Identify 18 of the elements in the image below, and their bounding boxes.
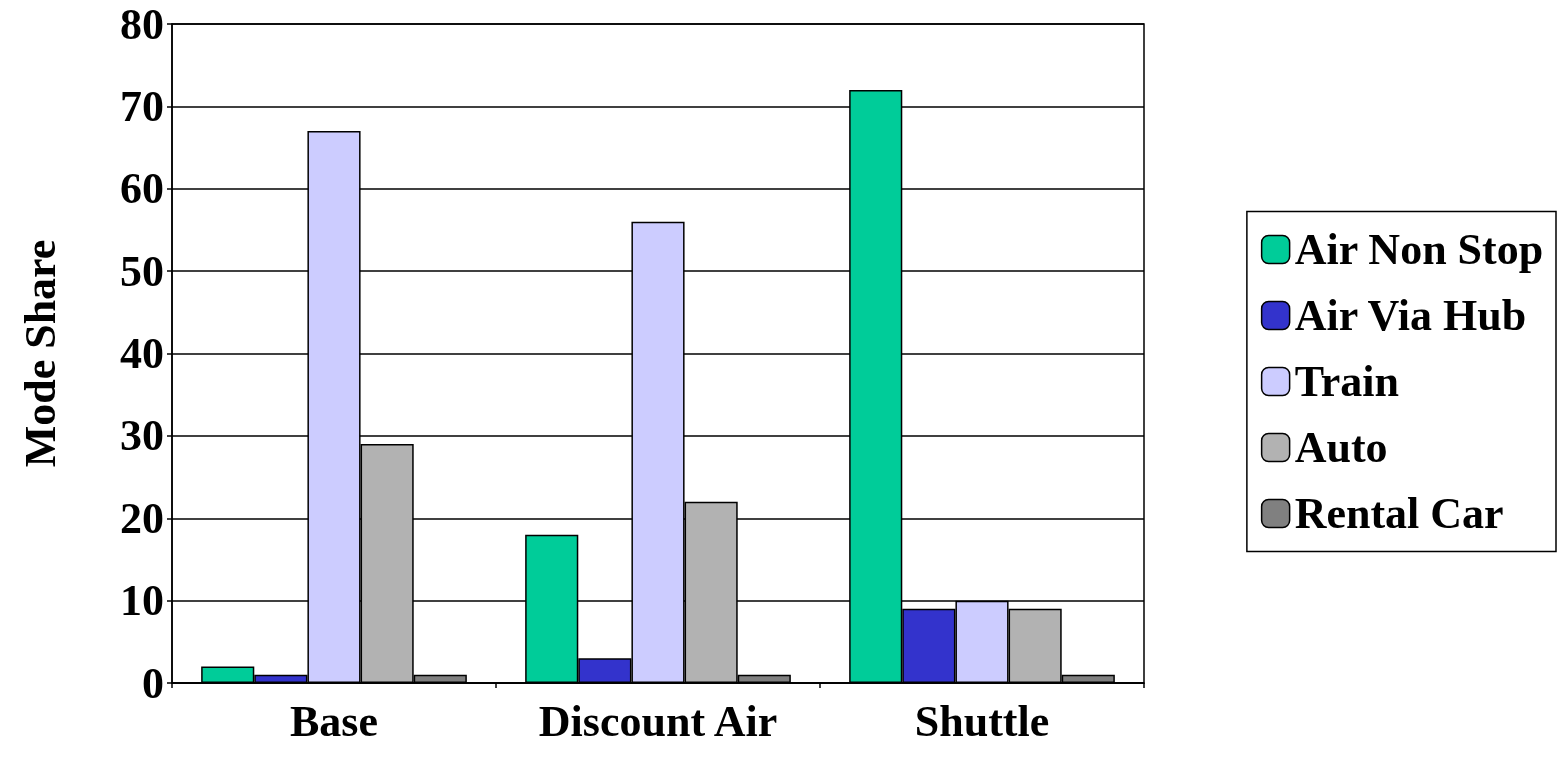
- legend-label: Air Non Stop: [1294, 225, 1544, 274]
- legend-label: Rental Car: [1294, 489, 1504, 538]
- y-tick-label: 0: [142, 658, 164, 708]
- y-tick-label: 70: [120, 81, 164, 131]
- y-tick-label: 60: [120, 164, 164, 214]
- legend-label: Auto: [1294, 423, 1388, 472]
- y-tick-label: 40: [120, 329, 164, 378]
- y-tick-label: 30: [120, 411, 164, 461]
- x-tick-label: Discount Air: [538, 696, 778, 746]
- x-tick-label: Shuttle: [914, 696, 1050, 746]
- legend-label: Air Via Hub: [1294, 291, 1527, 340]
- y-tick-label: 80: [120, 0, 164, 49]
- y-tick-label: 50: [120, 246, 164, 296]
- y-axis-title: Mode Share: [15, 239, 65, 468]
- y-tick-label: 20: [120, 493, 164, 543]
- y-tick-label: 10: [120, 576, 164, 626]
- x-tick-label: Base: [290, 696, 378, 746]
- legend-label: Train: [1294, 357, 1399, 406]
